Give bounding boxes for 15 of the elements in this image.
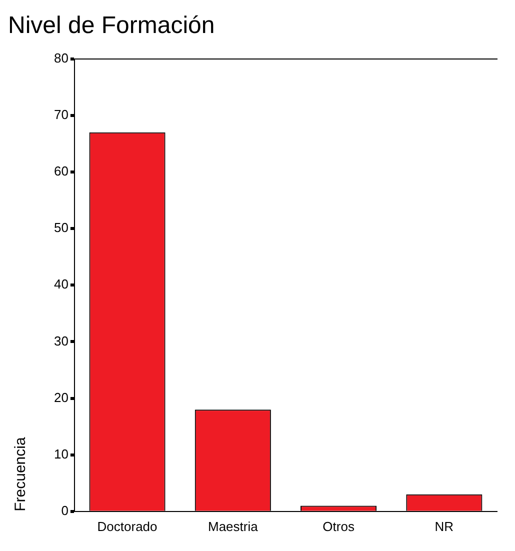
y-tick-label: 0 [61, 502, 68, 518]
x-tick-label: Maestria [208, 518, 259, 534]
x-tick-label: Doctorado [97, 518, 158, 534]
y-tick-label: 50 [54, 220, 68, 236]
y-tick-label: 40 [54, 276, 68, 292]
y-tick-label: 20 [54, 390, 68, 405]
y-tick-label: 60 [54, 164, 68, 179]
y-tick-label: 30 [54, 333, 68, 348]
y-axis-title: Frecuencia [12, 436, 30, 512]
y-tick-label: 80 [54, 50, 68, 66]
chart-title: Nivel de Formación [8, 12, 215, 40]
y-tick-label: 70 [54, 106, 68, 122]
y-tick-label: 10 [54, 446, 68, 462]
x-tick-label: Otros [322, 518, 355, 534]
x-tick-label: NR [434, 518, 454, 534]
